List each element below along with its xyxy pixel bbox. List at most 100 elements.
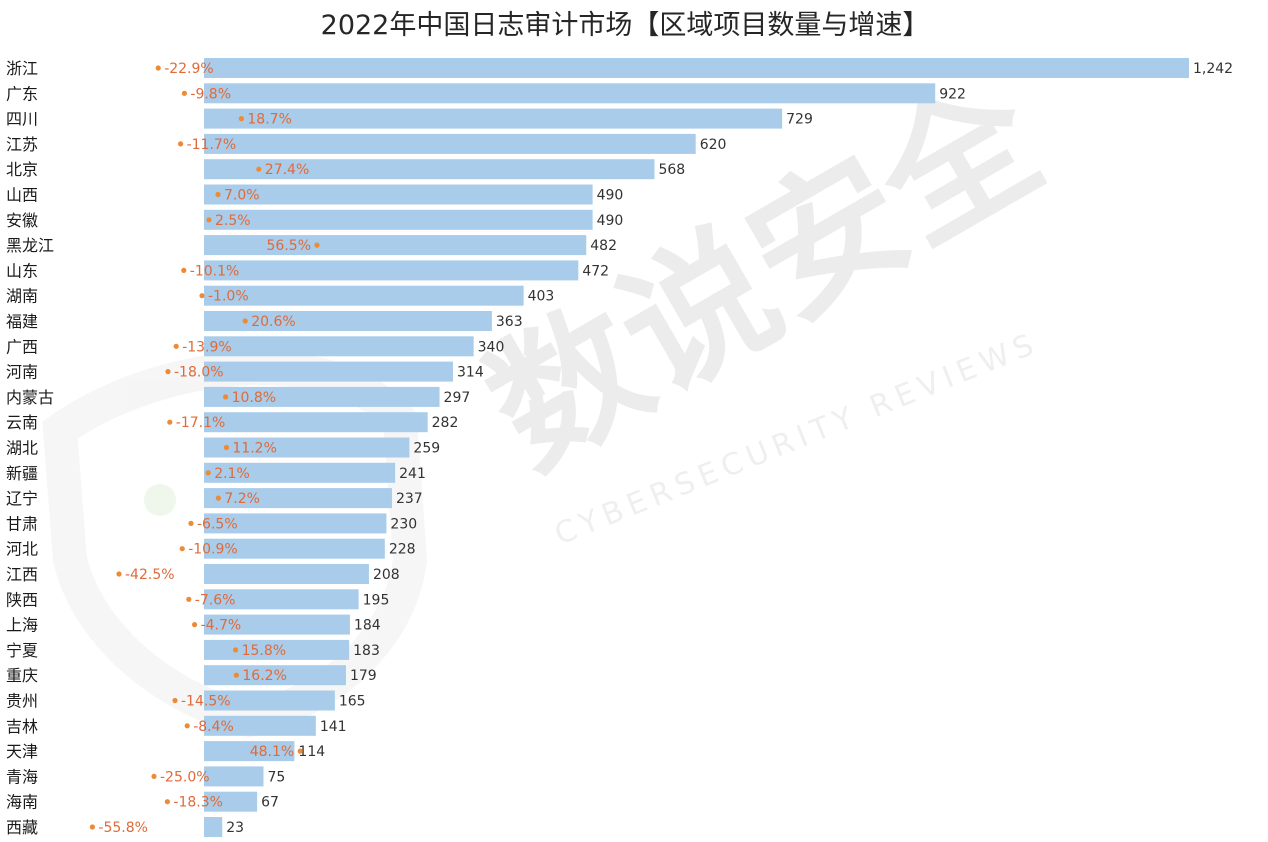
- category-label: 湖北: [6, 439, 38, 458]
- category-label: 山东: [6, 261, 38, 280]
- category-label: 广西: [6, 337, 38, 356]
- category-label: 浙江: [6, 59, 38, 78]
- category-label: 江西: [6, 565, 38, 584]
- value-label: 237: [396, 491, 423, 507]
- bar: [204, 538, 385, 559]
- growth-label: -8.4%: [193, 719, 234, 735]
- growth-dot: [178, 141, 184, 147]
- value-label: 472: [582, 263, 609, 279]
- value-label: 620: [700, 137, 727, 153]
- value-label: 165: [339, 694, 366, 710]
- growth-dot: [233, 672, 239, 678]
- growth-dot: [192, 622, 198, 628]
- bar: [204, 336, 474, 357]
- value-label: 568: [658, 162, 685, 178]
- growth-dot: [155, 65, 161, 71]
- growth-dot: [173, 343, 179, 349]
- growth-dot: [181, 267, 187, 273]
- category-label: 甘肃: [6, 514, 38, 533]
- bar: [204, 741, 295, 762]
- category-label: 上海: [6, 616, 38, 635]
- growth-dot: [205, 470, 211, 476]
- growth-dot: [233, 647, 239, 653]
- category-label: 安徽: [6, 211, 38, 230]
- growth-dot: [256, 166, 262, 172]
- bar: [204, 690, 335, 711]
- value-label: 403: [528, 289, 555, 305]
- bar: [204, 665, 346, 686]
- growth-dot: [215, 495, 221, 501]
- growth-dot: [206, 217, 212, 223]
- value-label: 67: [261, 795, 279, 811]
- growth-dot: [188, 520, 194, 527]
- bar: [204, 589, 359, 610]
- growth-dot: [184, 723, 190, 729]
- growth-label: 27.4%: [265, 162, 309, 178]
- growth-label: 11.2%: [232, 441, 276, 457]
- growth-label: -17.1%: [176, 415, 226, 431]
- growth-dot: [167, 419, 173, 425]
- growth-dot: [314, 242, 320, 248]
- value-label: 482: [590, 238, 617, 254]
- category-label: 陕西: [6, 590, 38, 609]
- growth-dot: [215, 191, 221, 198]
- growth-label: 18.7%: [247, 112, 291, 128]
- bar: [204, 412, 428, 433]
- value-label: 490: [597, 213, 624, 229]
- category-label: 青海: [6, 767, 38, 786]
- value-label: 282: [432, 415, 459, 431]
- plot-area: 浙江 1,242 -22.9% 广东 922 -9.8% 四川 729 18.7% 江苏 620 -1…: [6, 58, 1233, 837]
- category-label: 西藏: [6, 818, 38, 837]
- value-label: 230: [390, 516, 417, 532]
- category-label: 辽宁: [6, 489, 38, 508]
- growth-label: -4.7%: [201, 618, 242, 634]
- growth-label: 48.1%: [250, 744, 294, 760]
- category-label: 海南: [6, 793, 38, 812]
- growth-label: -18.0%: [174, 365, 224, 381]
- value-label: 141: [320, 719, 347, 735]
- bar: [204, 108, 783, 129]
- category-label: 山西: [6, 186, 38, 205]
- value-label: 184: [354, 618, 381, 634]
- growth-label: 7.0%: [224, 188, 260, 204]
- category-label: 四川: [6, 110, 38, 129]
- bar: [204, 513, 387, 534]
- bar: [204, 311, 492, 331]
- growth-label: -14.5%: [181, 694, 231, 710]
- growth-label: 10.8%: [232, 390, 276, 406]
- bar: [204, 639, 350, 660]
- category-label: 内蒙古: [6, 388, 54, 407]
- category-label: 北京: [6, 160, 38, 179]
- value-label: 23: [226, 820, 244, 836]
- value-label: 1,242: [1193, 61, 1233, 77]
- bar: [204, 285, 524, 306]
- category-label: 河南: [6, 363, 38, 382]
- growth-dot: [181, 90, 187, 96]
- growth-label: -7.6%: [195, 592, 236, 608]
- growth-label: -10.1%: [190, 263, 240, 279]
- growth-label: 7.2%: [224, 491, 260, 507]
- growth-label: -6.5%: [197, 516, 238, 532]
- value-label: 922: [939, 86, 966, 102]
- bar: [204, 235, 587, 256]
- growth-dot: [223, 444, 229, 451]
- growth-label: -25.0%: [160, 769, 210, 785]
- bar: [204, 209, 593, 230]
- growth-label: -11.7%: [187, 137, 237, 153]
- bar: [204, 437, 410, 458]
- category-label: 河北: [6, 540, 38, 559]
- category-label: 宁夏: [6, 641, 38, 660]
- bar: [204, 386, 440, 407]
- value-label: 363: [496, 314, 523, 330]
- value-label: 259: [413, 441, 440, 457]
- bar: [204, 260, 579, 281]
- category-label: 吉林: [6, 717, 38, 736]
- value-label: 490: [597, 188, 624, 204]
- growth-label: 2.5%: [215, 213, 251, 229]
- growth-label: 16.2%: [242, 668, 286, 684]
- growth-label: 56.5%: [267, 238, 311, 254]
- bar: [204, 133, 696, 154]
- bar: [204, 462, 396, 483]
- value-label: 297: [444, 390, 471, 406]
